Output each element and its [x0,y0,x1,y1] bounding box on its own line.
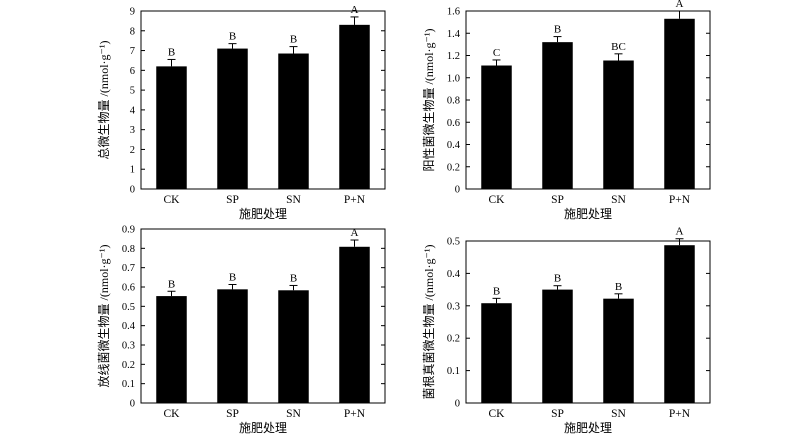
x-category-label: P+N [669,408,691,420]
x-category-label: SN [286,408,301,420]
y-tick-label: 1 [130,165,135,176]
chart-panel-4: 0 0.1 0.2 0.3 0.4 0.5 B CK B SP B SN A P+N 施肥处理 菌根真菌微生物… [422,226,711,435]
significance-label: BC [611,41,626,53]
x-category-label: SN [611,194,626,206]
y-axis-title: 放线菌微生物量 /(nmol·g⁻¹) [96,245,111,388]
significance-label: B [493,285,500,297]
y-tick-label: 0 [130,185,135,196]
y-tick-label: 0.4 [447,269,461,280]
y-tick-label: 0.4 [447,140,461,151]
bar-sn [603,60,634,189]
x-category-label: SP [551,408,564,420]
chart-panel-1: 0 1 2 3 4 5 6 7 8 9 B CK B SP B SN A P+N 施肥处理 总微生物量 /(nmol·… [97,4,386,221]
significance-label: B [229,271,236,283]
x-category-label: P+N [344,194,366,206]
y-tick-label: 0.1 [122,379,135,390]
significance-label: B [554,24,561,36]
y-tick-label: 0.6 [122,283,135,294]
bar-pn [339,24,370,189]
y-tick-label: 0.5 [122,302,135,313]
x-category-label: SP [226,194,239,206]
y-tick-label: 0.7 [122,263,135,274]
significance-label: B [615,281,622,293]
y-tick-label: 0.2 [122,360,135,371]
y-tick-label: 0 [455,399,460,410]
y-tick-label: 8 [130,26,135,37]
y-tick-label: 5 [130,86,135,97]
y-tick-label: 0.3 [447,301,460,312]
significance-label: A [351,4,359,16]
y-tick-label: 0.5 [447,237,460,248]
bar-sp [217,289,248,403]
x-category-label: SN [611,408,626,420]
x-category-label: SP [551,194,564,206]
significance-label: B [290,34,297,46]
bar-pn [664,18,695,189]
y-tick-label: 9 [130,7,135,18]
significance-label: B [229,31,236,43]
y-tick-label: 1.4 [447,29,461,40]
plot-frame [140,10,386,190]
plot-frame [140,228,386,404]
x-category-label: CK [489,194,506,206]
y-tick-label: 6 [130,66,135,77]
significance-label: A [351,227,359,239]
x-category-label: CK [489,408,506,420]
significance-label: B [168,46,175,58]
bar-ck [481,65,512,189]
y-tick-label: 1.0 [447,73,460,84]
y-tick-label: 0.2 [447,334,460,345]
y-axis-title: 阳性菌微生物量 /(nmol·g⁻¹) [422,29,436,172]
y-tick-label: 4 [130,105,136,116]
bar-sn [603,298,634,403]
significance-label: C [493,47,500,59]
x-category-label: SN [286,194,301,206]
y-tick-label: 0 [455,185,460,196]
y-tick-label: 0.1 [447,366,460,377]
x-axis-title: 施肥处理 [239,207,287,221]
significance-label: A [676,226,684,238]
y-tick-label: 0.4 [122,321,136,332]
y-tick-label: 3 [130,125,135,136]
y-tick-label: 0.8 [122,244,135,255]
x-axis-title: 施肥处理 [564,421,612,435]
y-tick-label: 2 [130,145,135,156]
bar-pn [664,245,695,403]
bar-ck [156,296,187,403]
y-tick-label: 0.6 [447,118,460,129]
y-tick-label: 0.9 [122,225,135,236]
chart-panel-3: 0 0.1 0.2 0.3 0.4 0.5 0.6 0.7 0.8 0.9 B CK B SP B SN A P+… [96,225,386,435]
x-category-label: CK [164,194,181,206]
y-tick-label: 0.3 [122,341,135,352]
y-tick-label: 1.2 [447,51,460,62]
bar-ck [156,66,187,189]
y-tick-label: 0.2 [447,162,460,173]
bar-sp [542,289,573,403]
bar-sn [278,290,309,403]
bar-pn [339,246,370,403]
y-tick-label: 0.8 [447,96,460,107]
y-tick-label: 0 [130,399,135,410]
y-tick-label: 7 [130,46,135,57]
bar-sn [278,53,309,190]
plot-frame [465,240,711,404]
y-tick-label: 1.6 [447,7,460,18]
x-category-label: P+N [669,194,691,206]
significance-label: A [676,0,684,10]
bar-sp [217,48,248,190]
significance-label: B [290,272,297,284]
bar-sp [542,42,573,190]
significance-label: B [168,278,175,290]
bar-ck [481,303,512,403]
significance-label: B [554,273,561,285]
y-axis-title: 菌根真菌微生物量 /(nmol·g⁻¹) [422,245,436,400]
x-category-label: P+N [344,408,366,420]
x-axis-title: 施肥处理 [564,207,612,221]
chart-panel-2: 0 0.2 0.4 0.6 0.8 1.0 1.2 1.4 1.6 C CK B SP BC SN A P+N 施… [422,0,711,221]
y-axis-title: 总微生物量 /(nmol·g⁻¹) [97,41,111,160]
x-category-label: CK [164,408,181,420]
x-axis-title: 施肥处理 [239,421,287,435]
x-category-label: SP [226,408,239,420]
